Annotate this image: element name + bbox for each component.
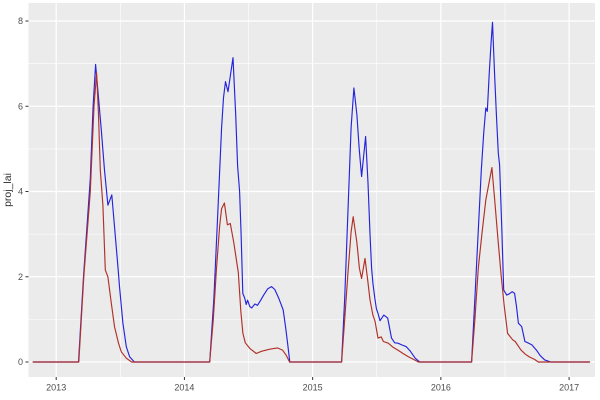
red-series-line [32, 72, 591, 363]
x-tick-label: 2016 [431, 383, 451, 393]
x-tick-label: 2013 [46, 383, 66, 393]
x-tick-label: 2014 [174, 383, 194, 393]
x-tick-label: 2017 [559, 383, 579, 393]
y-tick-label: 2 [18, 272, 23, 282]
y-tick-label: 4 [18, 187, 23, 197]
y-tick-label: 0 [18, 357, 23, 367]
y-tick-label: 8 [18, 16, 23, 26]
y-tick-label: 6 [18, 101, 23, 111]
y-axis-title: proj_lai [2, 173, 14, 207]
x-tick-label: 2015 [303, 383, 323, 393]
